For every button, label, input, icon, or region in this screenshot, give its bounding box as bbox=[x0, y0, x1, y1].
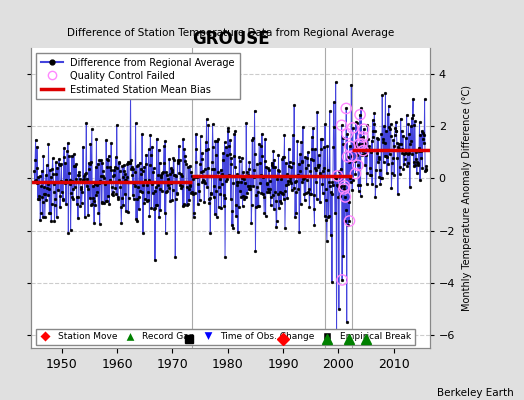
Point bbox=[351, 170, 359, 177]
Point bbox=[348, 125, 357, 131]
Y-axis label: Monthly Temperature Anomaly Difference (°C): Monthly Temperature Anomaly Difference (… bbox=[462, 85, 472, 311]
Point bbox=[343, 131, 352, 137]
Point bbox=[340, 183, 348, 189]
Point bbox=[347, 153, 356, 160]
Legend: Station Move, Record Gap, Time of Obs. Change, Empirical Break: Station Move, Record Gap, Time of Obs. C… bbox=[36, 329, 414, 345]
Point bbox=[358, 141, 366, 147]
Point bbox=[343, 154, 352, 160]
Point bbox=[355, 141, 363, 147]
Point bbox=[333, 173, 342, 179]
Point bbox=[358, 134, 367, 140]
Text: Difference of Station Temperature Data from Regional Average: Difference of Station Temperature Data f… bbox=[67, 28, 394, 38]
Point bbox=[337, 122, 346, 128]
Point bbox=[340, 186, 348, 192]
Title: GROUSE: GROUSE bbox=[192, 30, 269, 48]
Text: Berkeley Earth: Berkeley Earth bbox=[437, 388, 514, 398]
Point bbox=[359, 126, 368, 132]
Point bbox=[342, 105, 351, 112]
Point bbox=[354, 162, 362, 168]
Point bbox=[359, 147, 367, 154]
Point bbox=[345, 218, 354, 224]
Point bbox=[346, 143, 354, 150]
Point bbox=[338, 277, 346, 283]
Point bbox=[332, 332, 341, 338]
Point bbox=[356, 112, 364, 118]
Point bbox=[341, 194, 350, 200]
